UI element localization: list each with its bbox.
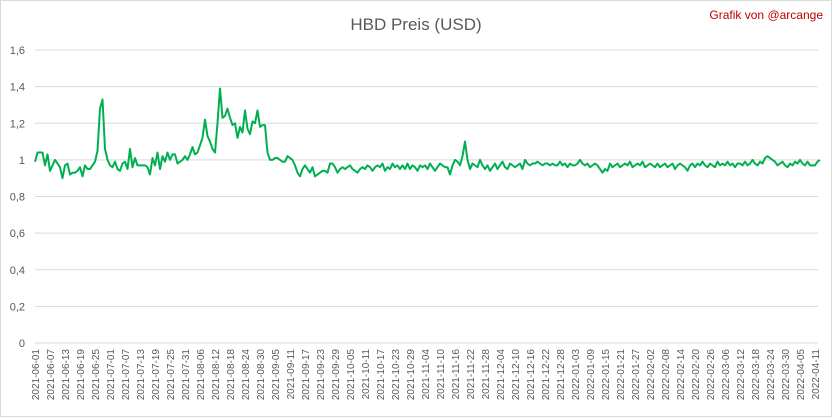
x-tick-label: 2021-09-29 — [331, 349, 342, 401]
y-tick-label: 0,4 — [10, 265, 25, 277]
x-tick-label: 2022-01-15 — [601, 349, 612, 401]
x-tick-label: 2021-10-17 — [376, 349, 387, 401]
y-tick-label: 1,4 — [10, 82, 25, 94]
x-tick-label: 2022-04-11 — [811, 349, 822, 400]
x-tick-label: 2021-11-04 — [421, 349, 432, 400]
x-tick-label: 2021-07-19 — [151, 349, 162, 401]
x-tick-label: 2021-08-06 — [196, 349, 207, 401]
x-tick-label: 2021-06-07 — [46, 349, 57, 401]
x-tick-label: 2021-10-23 — [391, 349, 402, 401]
x-tick-label: 2021-11-16 — [451, 349, 462, 400]
x-tick-label: 2021-11-28 — [481, 349, 492, 400]
x-tick-label: 2021-07-13 — [136, 349, 147, 401]
x-tick-label: 2022-02-02 — [646, 349, 657, 401]
x-tick-label: 2021-10-29 — [406, 349, 417, 401]
x-tick-label: 2022-01-09 — [586, 349, 597, 401]
x-tick-label: 2022-03-18 — [751, 349, 762, 401]
y-tick-label: 1 — [19, 155, 25, 167]
x-tick-label: 2021-12-10 — [511, 349, 522, 401]
x-tick-label: 2021-09-05 — [271, 349, 282, 401]
x-tick-label: 2021-07-01 — [106, 349, 117, 401]
x-tick-label: 2022-01-03 — [571, 349, 582, 401]
x-tick-label: 2021-07-31 — [181, 349, 192, 401]
y-tick-label: 0,8 — [10, 192, 25, 204]
x-tick-label: 2021-10-11 — [361, 349, 372, 400]
x-tick-label: 2021-12-22 — [541, 349, 552, 401]
y-tick-label: 1,6 — [10, 45, 25, 57]
x-tick-label: 2021-06-25 — [91, 349, 102, 401]
y-tick-label: 0,2 — [10, 301, 25, 313]
x-tick-label: 2022-02-26 — [706, 349, 717, 401]
x-tick-label: 2022-01-21 — [616, 349, 627, 401]
x-tick-label: 2021-12-28 — [556, 349, 567, 401]
x-tick-label: 2021-09-23 — [316, 349, 327, 401]
x-tick-label: 2021-06-01 — [31, 349, 42, 401]
x-tick-label: 2021-08-12 — [211, 349, 222, 401]
chart-title: HBD Preis (USD) — [350, 15, 481, 34]
x-tick-label: 2021-06-19 — [76, 349, 87, 401]
x-tick-label: 2022-02-08 — [661, 349, 672, 401]
y-tick-label: 0 — [19, 338, 25, 350]
x-tick-label: 2021-11-22 — [466, 349, 477, 400]
x-tick-label: 2022-01-27 — [631, 349, 642, 401]
x-tick-label: 2022-02-14 — [676, 349, 687, 401]
grid: 0 0,2 0,4 0,6 0,8 1 1,2 1,4 1,6 2021-06-01 2021-06… — [10, 45, 822, 400]
plot — [34, 87, 821, 180]
annotation: Grafik von @arcange — [709, 8, 823, 22]
x-tick-label: 2022-03-30 — [781, 349, 792, 401]
x-tick-label: 2021-12-04 — [496, 349, 507, 401]
x-tick-label: 2022-03-12 — [736, 349, 747, 401]
y-tick-label: 0,6 — [10, 228, 25, 240]
x-tick-label: 2021-08-30 — [256, 349, 267, 401]
x-tick-label: 2021-07-25 — [166, 349, 177, 401]
x-tick-label: 2022-03-06 — [721, 349, 732, 401]
x-tick-label: 2021-08-18 — [226, 349, 237, 401]
line — [34, 87, 821, 180]
x-tick-label: 2022-03-24 — [766, 349, 777, 401]
x-tick-label: 2021-12-16 — [526, 349, 537, 401]
y-tick-label: 1,2 — [10, 118, 25, 130]
x-tick-label: 2022-04-05 — [796, 349, 807, 401]
x-tick-label: 2021-09-11 — [286, 349, 297, 400]
x-tick-label: 2022-02-20 — [691, 349, 702, 401]
x-tick-label: 2021-06-13 — [61, 349, 72, 401]
x-tick-label: 2021-07-07 — [121, 349, 132, 401]
x-tick-label: 2021-10-05 — [346, 349, 357, 401]
x-tick-label: 2021-11-10 — [436, 349, 447, 400]
x-tick-label: 2021-08-24 — [241, 349, 252, 401]
x-tick-label: 2021-09-17 — [301, 349, 312, 401]
